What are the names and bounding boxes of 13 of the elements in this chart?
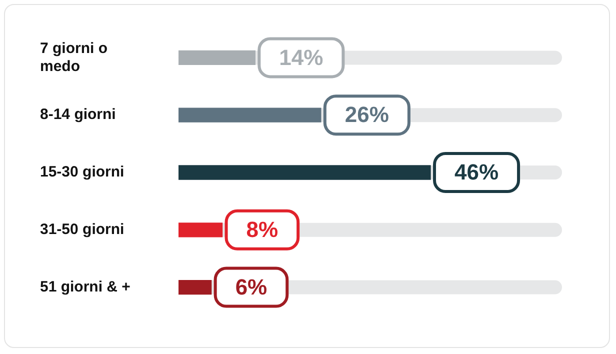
bar (178, 222, 223, 238)
bar (178, 280, 212, 295)
y-tick-label: 51 giorni & + (40, 278, 131, 296)
y-tick-label: 15-30 giorni (40, 164, 124, 181)
data-label: 46% (454, 160, 499, 185)
y-tick-label: 7 giorni o medo (40, 40, 108, 75)
data-label: 6% (235, 274, 268, 300)
data-label: 14% (279, 44, 324, 70)
bar (178, 50, 256, 66)
data-label: 8% (246, 216, 278, 242)
y-tick-label: 8-14 giorni (40, 106, 116, 124)
data-label: 26% (344, 102, 389, 128)
y-tick-label: 31-50 giorni (40, 221, 124, 238)
